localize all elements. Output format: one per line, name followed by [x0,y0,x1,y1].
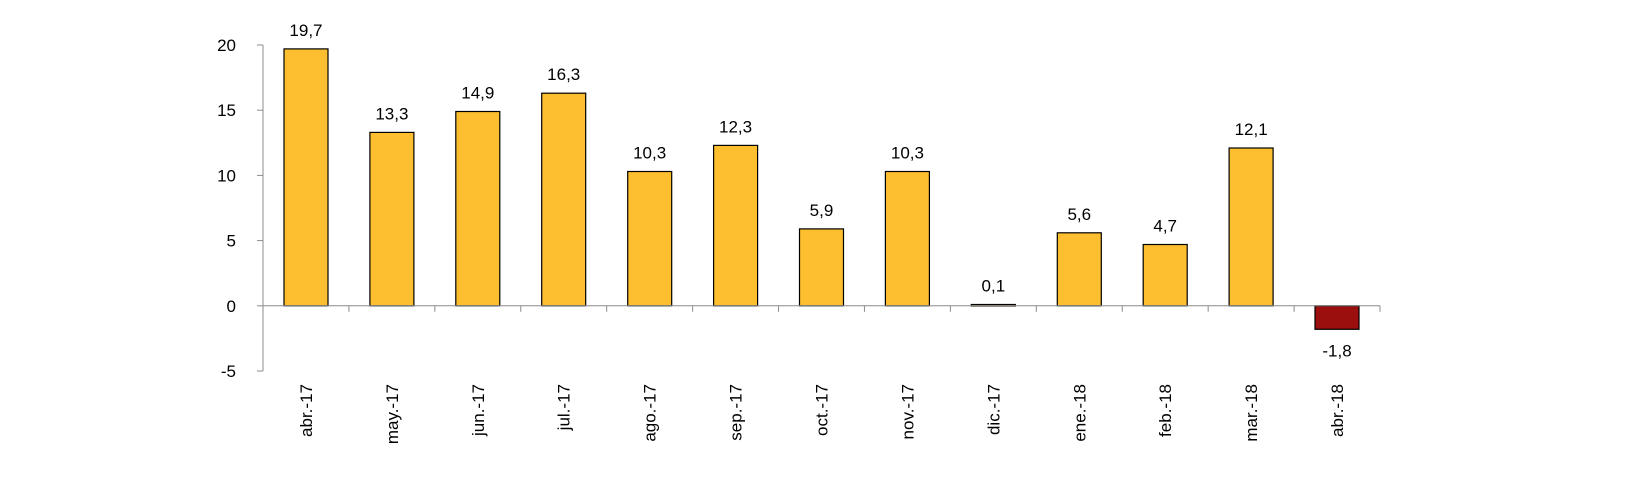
y-tick-label: 10 [217,166,236,185]
bar-abr.-17 [283,48,329,307]
y-tick-label: 5 [227,232,236,251]
bar-jul.-17 [541,92,587,307]
data-label: 12,1 [1235,120,1268,139]
x-tick-label: ene.-18 [1070,384,1089,442]
x-axis: abr.-17 may.-17 jun.-17 jul.-17 ago.-17 sep.-… [262,305,1381,444]
bar-abr.-18 [1314,305,1360,330]
y-tick-label: 20 [217,36,236,55]
data-label: 14,9 [461,84,494,103]
bar-mar.-18 [1228,147,1274,307]
data-label: 5,6 [1067,205,1091,224]
x-tick-label: mar.-18 [1242,384,1261,442]
x-tick-label: nov.-17 [898,384,917,439]
bar-oct.-17 [798,228,845,307]
x-tick-label: dic.-17 [984,384,1003,435]
data-label: 13,3 [375,104,408,123]
x-tick-label: feb.-18 [1156,384,1175,437]
data-labels: 19,7 13,3 14,9 16,3 10,3 12,3 5,9 10,3 0,1 5,6 4,7… [289,21,1351,360]
data-label: 16,3 [547,65,580,84]
data-label: 4,7 [1153,217,1177,236]
bar-feb.-18 [1142,243,1188,307]
x-tick-label: may.-17 [383,384,402,444]
x-tick-label: ago.-17 [641,384,660,442]
x-tick-label: sep.-17 [727,384,746,441]
x-tick-label: jul.-17 [555,384,574,431]
x-tick-label: jun.-17 [469,384,488,437]
x-tick-label: abr.-17 [297,384,316,437]
data-label: 12,3 [719,117,752,136]
data-label: 10,3 [891,143,924,162]
y-tick-label: -5 [221,362,236,381]
bar-may.-17 [369,131,415,307]
data-label: -1,8 [1322,341,1351,360]
y-axis: 20 15 10 5 0 -5 [217,36,264,381]
data-label: 10,3 [633,143,666,162]
x-tick-label: abr.-18 [1328,384,1347,437]
bar-ago.-17 [627,170,673,307]
bar-sep.-17 [712,144,759,307]
data-label: 5,9 [810,201,834,220]
x-tick-label: oct.-17 [813,384,832,436]
bar-ene.-18 [1056,232,1102,307]
y-tick-label: 15 [217,101,236,120]
bar-jun.-17 [455,110,501,307]
bar-nov.-17 [884,170,931,307]
bars [283,48,1360,330]
data-label: 0,1 [982,276,1006,295]
data-label: 19,7 [289,21,322,40]
y-tick-label: 0 [227,297,236,316]
